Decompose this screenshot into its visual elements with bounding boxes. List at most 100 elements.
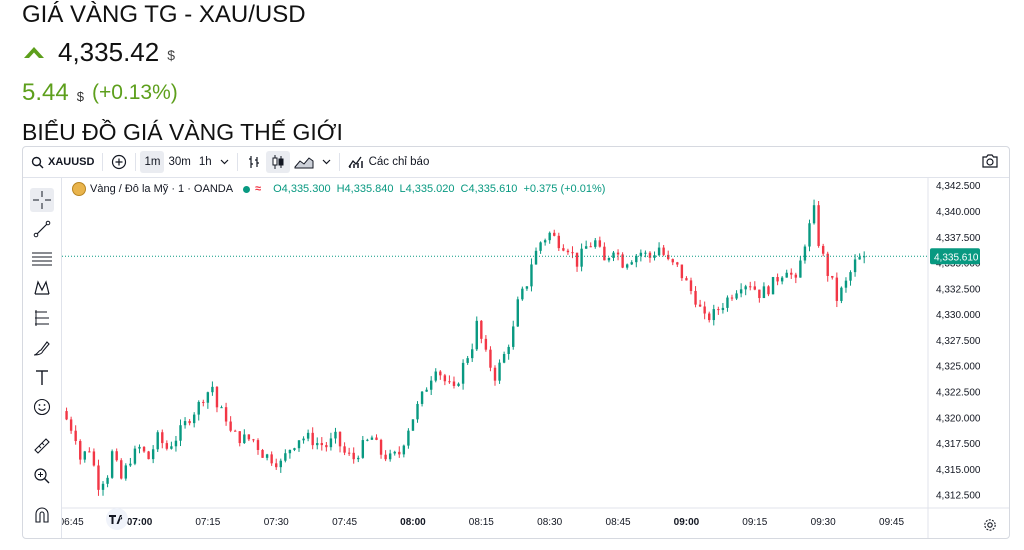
candle-up — [849, 272, 852, 281]
candle-up — [812, 205, 816, 224]
x-tick-label: 09:30 — [811, 517, 836, 528]
chart-legend: Vàng / Đô la Mỹ · 1 · OANDA ≈ O4,335.300… — [72, 182, 611, 196]
indicators-button[interactable]: Các chỉ báo — [344, 151, 434, 173]
candle-down — [685, 278, 688, 281]
legend-open: O4,335.300 — [273, 183, 331, 195]
candle-up — [393, 451, 396, 454]
candles-icon — [272, 155, 284, 169]
crosshair-icon — [33, 191, 51, 209]
settings-gear-icon[interactable] — [983, 518, 997, 532]
x-tick-label: 08:15 — [469, 517, 494, 528]
candle-down — [224, 407, 228, 422]
interval-dropdown-button[interactable] — [216, 151, 233, 173]
change-percent: (+0.13%) — [91, 81, 178, 104]
candle-down — [275, 463, 278, 468]
compare-button[interactable] — [107, 151, 131, 173]
candle-up — [785, 272, 788, 278]
legend-close: C4,335.610 — [460, 183, 518, 195]
chart-type-dropdown-button[interactable] — [318, 151, 335, 173]
candle-down — [188, 421, 191, 424]
candle-down — [817, 205, 820, 246]
candle-down — [69, 419, 73, 431]
candle-down — [147, 451, 150, 460]
candle-down — [730, 297, 734, 299]
interval-30m[interactable]: 30m — [168, 156, 191, 168]
area-style-button[interactable] — [290, 151, 318, 173]
zoom-in-tool-button[interactable] — [30, 464, 54, 488]
pattern-tool-button[interactable] — [30, 276, 54, 300]
candle-up — [853, 259, 857, 273]
candle-up — [133, 448, 137, 464]
change-value: 5.44 — [22, 79, 69, 106]
fib-tool-button[interactable] — [30, 247, 54, 271]
candle-up — [780, 277, 784, 282]
candle-up — [539, 242, 542, 251]
candle-down — [648, 252, 652, 258]
candle-down — [229, 421, 232, 431]
candle-down — [347, 452, 351, 454]
price-unit: $ — [167, 47, 176, 63]
crosshair-tool-button[interactable] — [30, 188, 54, 212]
text-tool-button[interactable] — [30, 366, 54, 390]
candle-up — [220, 407, 223, 409]
x-tick-label: 08:30 — [537, 517, 562, 528]
candle-up — [407, 430, 410, 446]
toolbar-divider — [338, 153, 340, 171]
y-tick-label: 4,325.000 — [936, 362, 981, 373]
candle-up — [507, 346, 510, 355]
candle-up — [466, 358, 469, 363]
fib-lines-icon — [32, 252, 52, 266]
candle-down — [698, 304, 702, 307]
price-chart[interactable]: 4,342.5004,340.0004,337.5004,335.0004,33… — [62, 178, 1009, 538]
candle-up — [138, 446, 141, 449]
candle-up — [862, 256, 866, 258]
candle-up — [265, 454, 269, 458]
candle-down — [161, 432, 164, 444]
candle-up — [475, 320, 478, 350]
interval-1m[interactable]: 1m — [140, 151, 165, 173]
candle-up — [521, 288, 524, 300]
legend-change: +0.375 (+0.01%) — [523, 183, 606, 195]
candle-down — [493, 367, 497, 381]
legend-symbol: Vàng / Đô la Mỹ · 1 · OANDA — [90, 183, 234, 195]
candle-down — [717, 309, 720, 311]
toolbar-divider — [102, 153, 104, 171]
y-tick-label: 4,322.500 — [936, 387, 981, 398]
candle-down — [776, 277, 779, 282]
bar-style-button[interactable] — [242, 151, 266, 173]
camera-icon — [982, 154, 998, 168]
candle-down — [703, 306, 706, 314]
candle-down — [165, 443, 169, 449]
approx-icon: ≈ — [255, 183, 262, 195]
y-tick-label: 4,315.000 — [936, 465, 981, 476]
magnet-tool-button[interactable] — [30, 503, 54, 527]
emoji-tool-button[interactable] — [30, 395, 54, 419]
candle-down — [758, 289, 761, 299]
ruler-tool-button[interactable] — [30, 434, 54, 458]
chart-area[interactable]: 4,342.5004,340.0004,337.5004,335.0004,33… — [62, 178, 1009, 538]
candle-up — [799, 260, 802, 278]
snapshot-button[interactable] — [981, 153, 999, 172]
symbol-search-button[interactable]: XAUUSD — [27, 151, 98, 173]
candle-down — [598, 240, 602, 247]
add-circle-icon — [112, 154, 127, 170]
interval-1h[interactable]: 1h — [198, 156, 212, 168]
candle-up — [735, 293, 738, 299]
y-tick-label: 4,340.000 — [936, 207, 981, 218]
trend-line-tool-button[interactable] — [30, 217, 54, 241]
y-tick-label: 4,312.500 — [936, 491, 981, 502]
brush-icon — [33, 341, 50, 356]
candle-down — [676, 262, 679, 265]
brush-tool-button[interactable] — [30, 336, 54, 360]
candle-down — [261, 449, 264, 458]
x-tick-label: 09:15 — [742, 517, 767, 528]
candle-up — [625, 264, 629, 268]
candle-down — [680, 264, 684, 279]
candle-down — [88, 451, 91, 453]
candle-down — [398, 451, 401, 455]
candles-style-button[interactable] — [265, 151, 290, 173]
indicators-icon — [348, 156, 363, 168]
y-tick-label: 4,332.500 — [936, 284, 981, 295]
candle-up — [151, 449, 155, 460]
projection-tool-button[interactable] — [30, 306, 54, 330]
